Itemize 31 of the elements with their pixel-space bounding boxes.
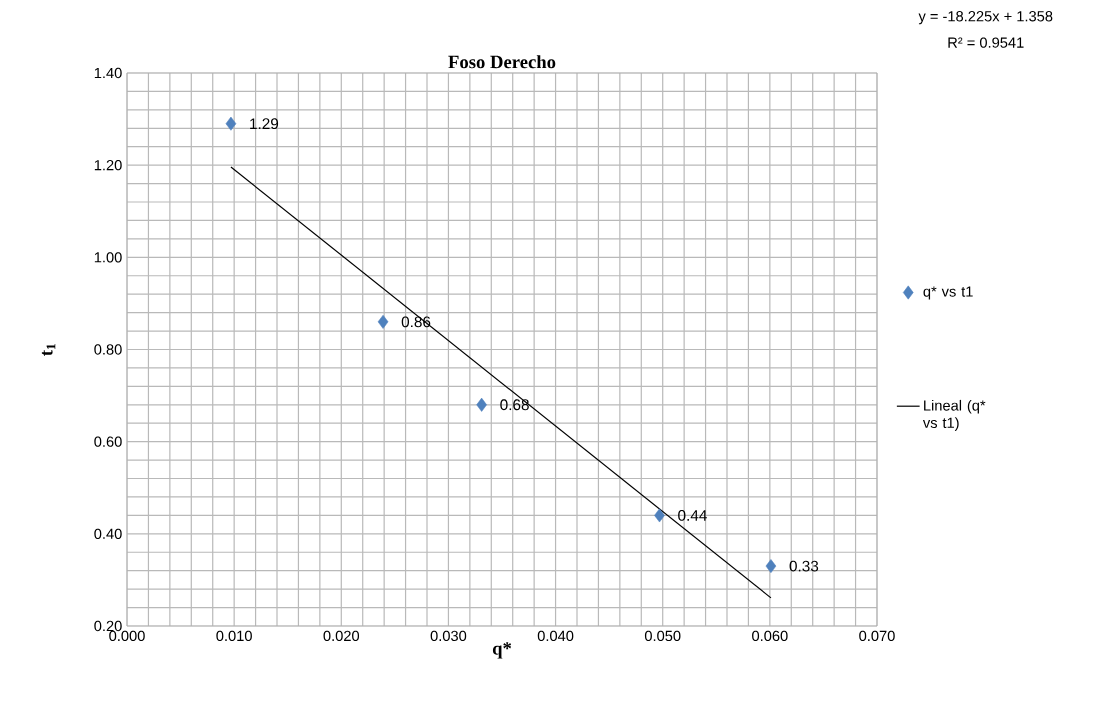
x-tick-label: 0.000 [109, 630, 145, 642]
x-tick-label: 0.050 [644, 630, 681, 642]
y-tick-label: 0.60 [94, 436, 122, 447]
x-tick-label: 0.060 [752, 630, 788, 642]
x-axis-title: q* [492, 642, 512, 659]
data-label: 0.33 [789, 560, 819, 572]
chart-title: Foso Derecho [448, 55, 556, 69]
y-tick-label: 0.40 [94, 528, 122, 540]
x-tick-label: 0.070 [859, 630, 895, 642]
x-tick-label: 0.010 [216, 630, 252, 642]
y-tick-label: 0.20 [94, 620, 122, 632]
y-tick-label: 1.20 [94, 159, 122, 171]
x-tick-label: 0.030 [430, 630, 467, 642]
point [476, 397, 487, 412]
point [654, 508, 665, 523]
point [765, 559, 777, 574]
y-tick-label: 1.40 [94, 67, 122, 79]
legend-label: Lineal (q* vs t1) [922, 399, 986, 431]
point [377, 314, 389, 329]
point [225, 116, 237, 131]
data-label: 0.44 [678, 509, 707, 521]
y-tick-label: 1.00 [94, 252, 122, 263]
text: R² = 0.9541 [948, 37, 1024, 48]
legend-label: q* vs t1 [923, 286, 973, 300]
data-label: 0.68 [500, 399, 529, 411]
text: y = -18.225x + 1.358 [918, 11, 1053, 25]
y-tick-label: 0.80 [94, 344, 122, 355]
data-label: 1.29 [250, 118, 279, 130]
y-axis-title: t$_{1}$ [41, 344, 56, 356]
x-tick-label: 0.020 [323, 630, 360, 642]
x-tick-label: 0.040 [537, 630, 574, 642]
